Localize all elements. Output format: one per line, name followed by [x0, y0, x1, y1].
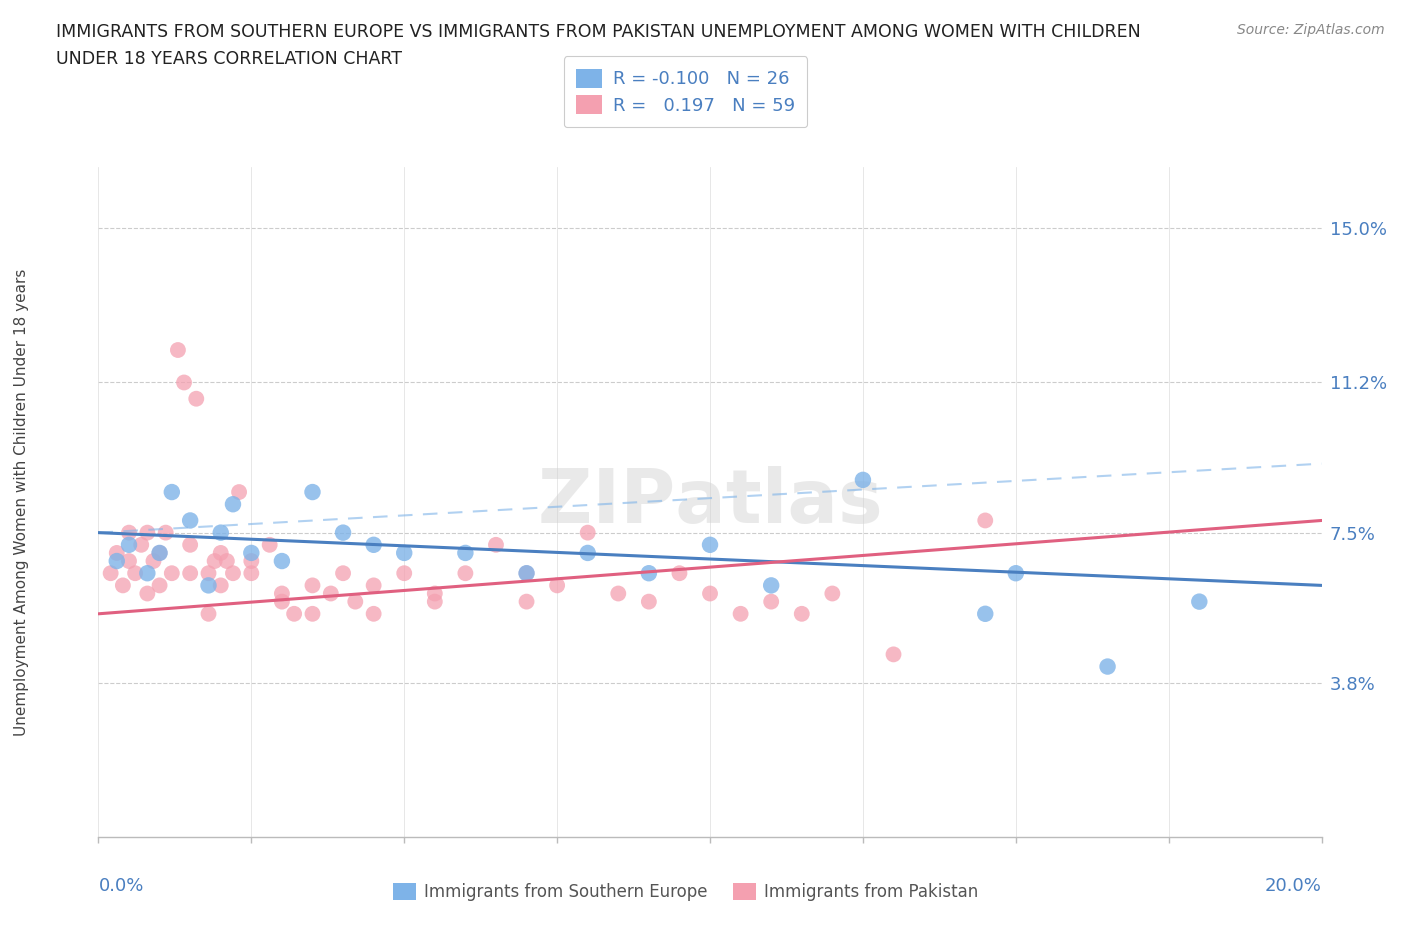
Point: [197, 578, 219, 592]
Point: [638, 594, 661, 609]
Point: [100, 565, 122, 580]
Point: [215, 553, 238, 568]
Point: [319, 586, 342, 601]
Point: [240, 565, 263, 580]
Point: [228, 485, 250, 499]
Point: [270, 586, 294, 601]
Point: [454, 565, 477, 580]
Point: [546, 578, 568, 592]
Point: [883, 647, 905, 662]
Point: [209, 546, 232, 561]
Point: [270, 594, 294, 609]
Point: [209, 578, 232, 592]
Point: [136, 586, 159, 601]
Point: [118, 525, 141, 540]
Point: [607, 586, 630, 601]
Point: [222, 565, 245, 580]
Point: [209, 525, 232, 540]
Point: [301, 485, 323, 499]
Point: [222, 497, 245, 512]
Point: [129, 538, 152, 552]
Point: [730, 606, 752, 621]
Point: [240, 553, 263, 568]
Point: [179, 565, 201, 580]
Point: [149, 578, 172, 592]
Point: [186, 392, 208, 406]
Point: [821, 586, 844, 601]
Point: [974, 606, 997, 621]
Point: [155, 525, 177, 540]
Point: [790, 606, 813, 621]
Point: [124, 565, 146, 580]
Point: [363, 606, 385, 621]
Point: [454, 546, 477, 561]
Point: [270, 553, 294, 568]
Point: [699, 538, 721, 552]
Point: [259, 538, 281, 552]
Point: [149, 546, 172, 561]
Point: [852, 472, 875, 487]
Point: [485, 538, 508, 552]
Point: [332, 525, 354, 540]
Text: 0.0%: 0.0%: [98, 877, 143, 896]
Point: [105, 546, 128, 561]
Point: [105, 553, 128, 568]
Point: [197, 565, 219, 580]
Point: [118, 553, 141, 568]
Point: [576, 525, 599, 540]
Point: [332, 565, 354, 580]
Point: [240, 546, 263, 561]
Point: [111, 578, 134, 592]
Point: [392, 546, 416, 561]
Point: [283, 606, 305, 621]
Text: Unemployment Among Women with Children Under 18 years: Unemployment Among Women with Children U…: [14, 269, 28, 736]
Point: [160, 485, 183, 499]
Point: [204, 553, 226, 568]
Point: [1004, 565, 1026, 580]
Text: ZIP​atlas: ZIP​atlas: [537, 466, 883, 538]
Point: [301, 578, 323, 592]
Point: [167, 342, 190, 357]
Point: [301, 606, 323, 621]
Point: [136, 525, 159, 540]
Point: [197, 606, 219, 621]
Point: [160, 565, 183, 580]
Point: [1097, 659, 1119, 674]
Point: [516, 594, 538, 609]
Point: [516, 565, 538, 580]
Point: [142, 553, 165, 568]
Text: 20.0%: 20.0%: [1265, 877, 1322, 896]
Point: [179, 538, 201, 552]
Text: Source: ZipAtlas.com: Source: ZipAtlas.com: [1237, 23, 1385, 37]
Text: IMMIGRANTS FROM SOUTHERN EUROPE VS IMMIGRANTS FROM PAKISTAN UNEMPLOYMENT AMONG W: IMMIGRANTS FROM SOUTHERN EUROPE VS IMMIG…: [56, 23, 1142, 68]
Point: [576, 546, 599, 561]
Point: [149, 546, 172, 561]
Point: [423, 594, 446, 609]
Point: [344, 594, 367, 609]
Point: [668, 565, 690, 580]
Point: [363, 538, 385, 552]
Point: [423, 586, 446, 601]
Point: [1188, 594, 1211, 609]
Point: [638, 565, 661, 580]
Point: [136, 565, 159, 580]
Point: [392, 565, 416, 580]
Point: [173, 375, 195, 390]
Point: [118, 538, 141, 552]
Point: [974, 513, 997, 528]
Point: [761, 578, 783, 592]
Point: [363, 578, 385, 592]
Legend: Immigrants from Southern Europe, Immigrants from Pakistan: Immigrants from Southern Europe, Immigra…: [384, 874, 987, 909]
Point: [179, 513, 201, 528]
Point: [761, 594, 783, 609]
Point: [699, 586, 721, 601]
Point: [516, 565, 538, 580]
